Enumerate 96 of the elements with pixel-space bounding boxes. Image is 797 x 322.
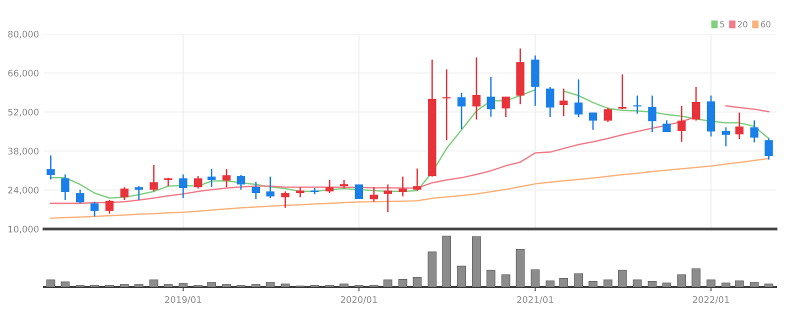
y-tick-label: 66,000 — [8, 70, 39, 78]
bar — [588, 281, 598, 287]
bar — [134, 284, 144, 287]
candlestick — [384, 184, 392, 213]
bar — [472, 236, 481, 287]
candlestick — [486, 76, 495, 118]
candlestick — [735, 112, 744, 140]
candlestick — [457, 92, 466, 130]
bar — [530, 269, 540, 287]
candlestick — [546, 86, 554, 118]
legend-label: 20 — [738, 21, 748, 28]
candlestick — [325, 179, 334, 194]
candlestick — [764, 138, 773, 160]
bar — [222, 284, 231, 287]
bar — [412, 276, 422, 287]
x-tick-label: 2019/01 — [165, 296, 202, 304]
candlestick — [120, 186, 129, 201]
bar — [383, 280, 392, 287]
candlestick — [252, 181, 260, 200]
bar — [501, 274, 510, 287]
candlestick — [296, 186, 304, 198]
candlestick — [164, 177, 172, 187]
bar — [648, 281, 657, 287]
x-tick-label: 2022/01 — [692, 296, 729, 304]
bar — [618, 270, 627, 287]
bar — [559, 278, 568, 287]
bar — [574, 273, 583, 287]
candlestick — [266, 176, 274, 199]
x-tick-label: 2021/01 — [517, 296, 554, 304]
bar — [178, 283, 188, 287]
candlestick — [574, 78, 583, 118]
candlestick — [207, 168, 216, 188]
candlestick — [648, 94, 656, 133]
bar — [207, 282, 216, 287]
bar — [280, 284, 290, 287]
candlestick — [236, 174, 246, 190]
candlestick — [678, 105, 686, 142]
y-tick-label: 80,000 — [8, 30, 39, 38]
y-tick-label: 52,000 — [8, 108, 39, 116]
bar — [486, 270, 496, 287]
candlestick — [370, 186, 378, 202]
bar — [632, 280, 642, 287]
bar — [428, 252, 437, 287]
candlestick — [76, 189, 84, 204]
candlestick — [179, 174, 188, 199]
bar — [398, 279, 408, 287]
candlestick — [46, 154, 55, 180]
candlestick — [442, 68, 451, 141]
y-tick-label: 38,000 — [8, 148, 39, 156]
candlestick — [134, 185, 143, 201]
candlestick — [502, 96, 510, 118]
candlestick — [281, 190, 290, 209]
candlestick — [633, 94, 642, 114]
bar — [603, 280, 612, 287]
bar — [677, 274, 686, 287]
y-tick-label: 24,000 — [8, 186, 39, 194]
candlestick — [194, 175, 202, 190]
bar — [546, 280, 555, 287]
bar — [340, 284, 348, 287]
bar — [750, 282, 759, 287]
candlestick — [398, 176, 407, 198]
bar — [721, 282, 730, 287]
candlestick — [150, 164, 158, 192]
line-series — [50, 158, 770, 219]
bar — [442, 236, 452, 287]
legend-label: 5 — [720, 21, 724, 28]
legend-label: 60 — [760, 21, 770, 28]
candlestick — [560, 88, 568, 117]
candlestick — [722, 126, 730, 147]
candlestick — [472, 56, 481, 120]
bar — [764, 284, 774, 287]
candlestick — [61, 174, 70, 201]
candlestick — [604, 106, 612, 123]
bar — [46, 280, 56, 287]
bar — [251, 284, 260, 287]
bar — [60, 282, 70, 287]
candlestick — [222, 168, 231, 188]
bar — [149, 280, 158, 287]
candlestick — [105, 199, 114, 214]
candlestick — [750, 120, 758, 144]
bar — [734, 280, 744, 287]
bar — [692, 268, 700, 287]
bar — [120, 284, 129, 287]
candlestick — [588, 112, 598, 131]
candlestick — [354, 184, 364, 200]
y-tick-label: 10,000 — [8, 226, 39, 234]
bar — [516, 248, 525, 287]
candlestick — [692, 86, 700, 122]
candlestick — [413, 168, 422, 192]
bar — [164, 284, 173, 287]
bar — [266, 282, 275, 287]
x-tick-label: 2020/01 — [340, 296, 377, 304]
bar — [662, 282, 672, 287]
candlestick — [90, 201, 99, 218]
bar — [706, 280, 716, 287]
bar — [457, 266, 466, 287]
